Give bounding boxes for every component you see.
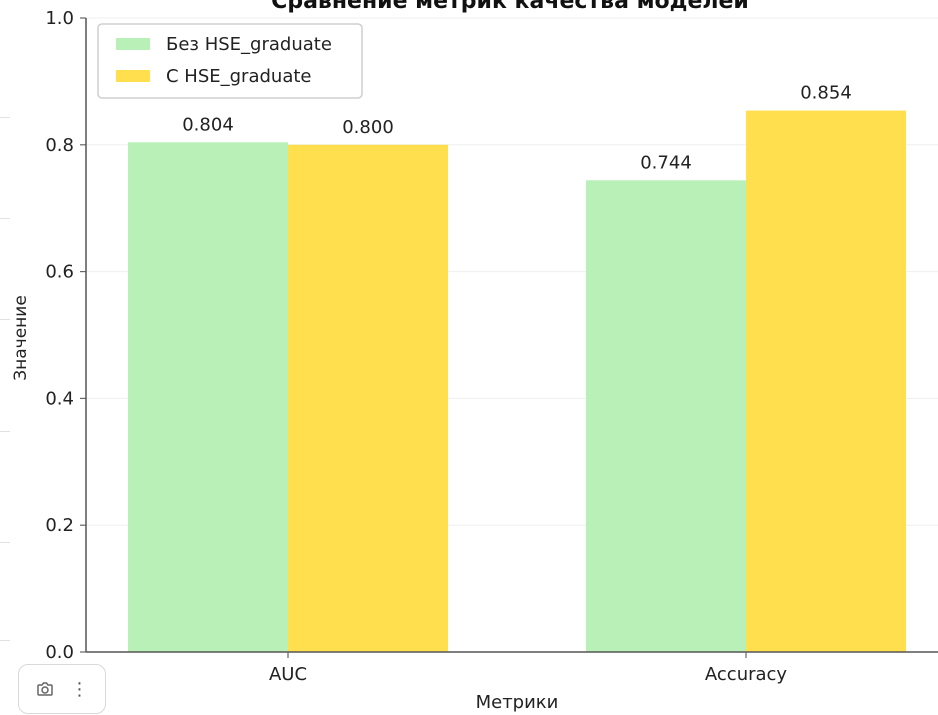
camera-button[interactable] xyxy=(31,675,59,703)
chart-title: Сравнение метрик качества моделей xyxy=(271,0,749,14)
camera-icon xyxy=(36,682,53,696)
legend-box xyxy=(97,23,363,99)
bar xyxy=(128,142,288,653)
bar xyxy=(288,144,448,653)
more-vertical-icon: ⋮ xyxy=(70,678,89,700)
x-axis-title: Метрики xyxy=(476,692,559,713)
bar-value-label: 0.854 xyxy=(800,83,852,104)
y-tick-label: 1.0 xyxy=(45,8,74,29)
legend: Без HSE_graduate С HSE_graduate xyxy=(97,23,363,99)
y-tick-label: 0.0 xyxy=(45,642,74,663)
legend-swatch-series-1 xyxy=(116,38,150,50)
bar-value-label: 0.800 xyxy=(342,117,394,138)
bar xyxy=(586,180,746,652)
more-options-button[interactable]: ⋮ xyxy=(66,675,94,703)
chart-toolbar: ⋮ xyxy=(18,664,106,714)
y-tick-label: 0.4 xyxy=(45,388,74,409)
x-tick-label: AUC xyxy=(269,664,307,685)
legend-label-series-2: С HSE_graduate xyxy=(166,66,311,87)
bars-layer xyxy=(128,110,906,653)
x-tick-label: Accuracy xyxy=(705,664,788,685)
bar-value-label: 0.744 xyxy=(640,152,692,173)
bar-value-label: 0.804 xyxy=(182,114,234,135)
y-tick-label: 0.8 xyxy=(45,135,74,156)
bar xyxy=(746,110,906,652)
axes-layer xyxy=(80,17,938,658)
y-axis-title: Значение xyxy=(11,295,31,381)
labels-layer: 0.0 0.2 0.4 0.6 0.8 1.0 AUC Accuracy 0.804 0.744 0… xyxy=(45,8,851,685)
y-tick-label: 0.6 xyxy=(45,262,74,283)
legend-label-series-1: Без HSE_graduate xyxy=(166,34,332,55)
y-tick-label: 0.2 xyxy=(45,515,74,536)
legend-swatch-series-2 xyxy=(116,70,150,82)
